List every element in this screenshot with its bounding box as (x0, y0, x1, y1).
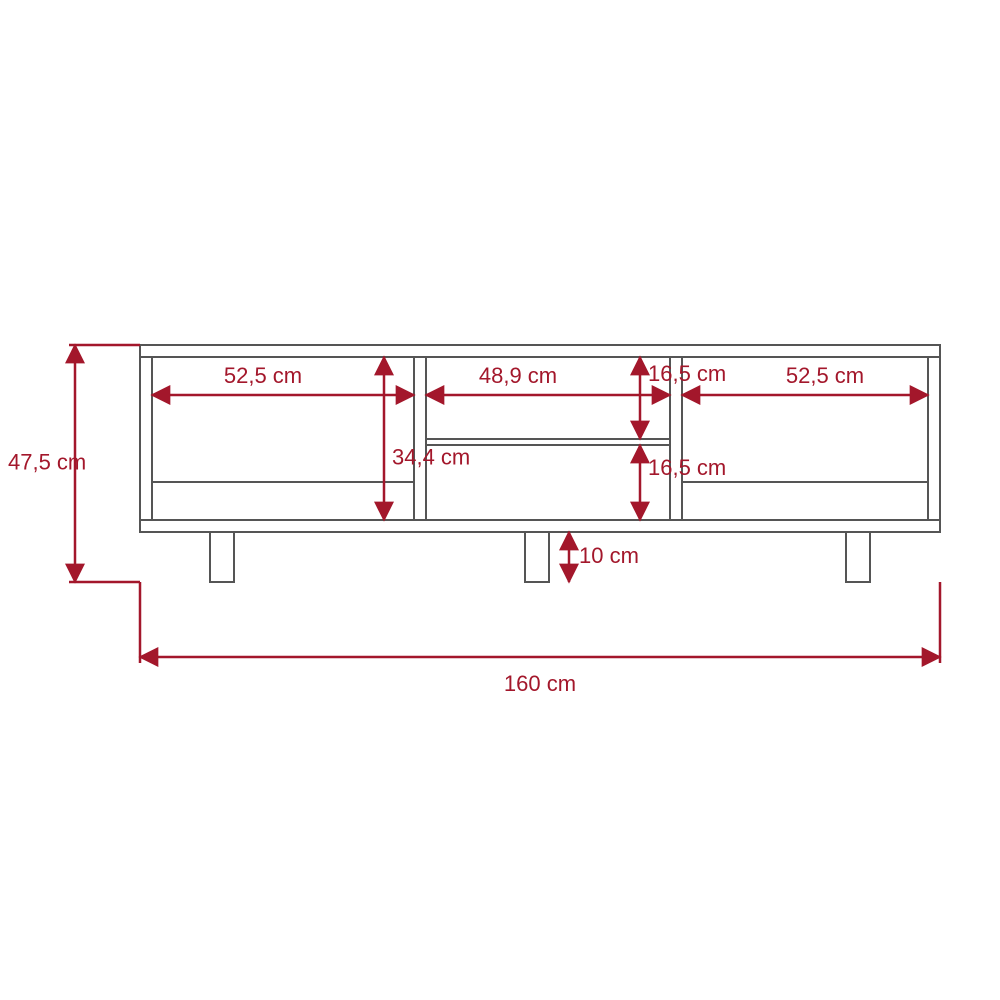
label-mid-bot-h: 16,5 cm (648, 455, 726, 480)
label-total-width: 160 cm (504, 671, 576, 696)
label-leg-height: 10 cm (579, 543, 639, 568)
label-left-width: 52,5 cm (224, 363, 302, 388)
label-right-width: 52,5 cm (786, 363, 864, 388)
leg-2 (846, 532, 870, 582)
label-mid-top-h: 16,5 cm (648, 361, 726, 386)
leg-1 (525, 532, 549, 582)
label-total-height: 47,5 cm (8, 449, 86, 474)
label-mid-width: 48,9 cm (479, 363, 557, 388)
leg-0 (210, 532, 234, 582)
top-panel (140, 345, 940, 357)
furniture-dimension-diagram: 47,5 cm 160 cm 52,5 cm 48,9 cm 52,5 cm 34,4 c… (0, 0, 1000, 1000)
label-inner-height: 34,4 cm (392, 444, 470, 469)
